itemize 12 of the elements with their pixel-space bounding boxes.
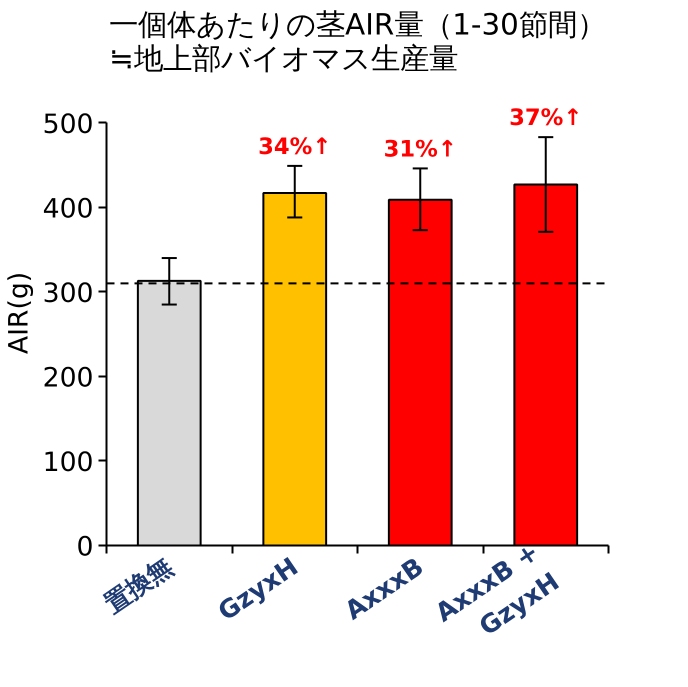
y-tick-label: 500 [42,108,94,140]
y-tick-label: 400 [42,193,94,224]
y-axis-title: AIR(g) [4,272,35,354]
annotation: 31%↑ [384,136,457,162]
y-tick-label: 100 [42,446,94,478]
y-tick-label: 0 [76,532,94,562]
chart-title: 一個体あたりの茎AIR量（1-30節間） ≒地上部バイオマス生産量 [109,8,606,76]
annotation: 34%↑ [258,134,332,160]
y-tick-label: 200 [42,362,94,394]
annotation: 37%↑ [509,105,582,132]
x-tick-label: 置換無 [98,551,178,619]
y-tick-label: 300 [42,278,94,309]
